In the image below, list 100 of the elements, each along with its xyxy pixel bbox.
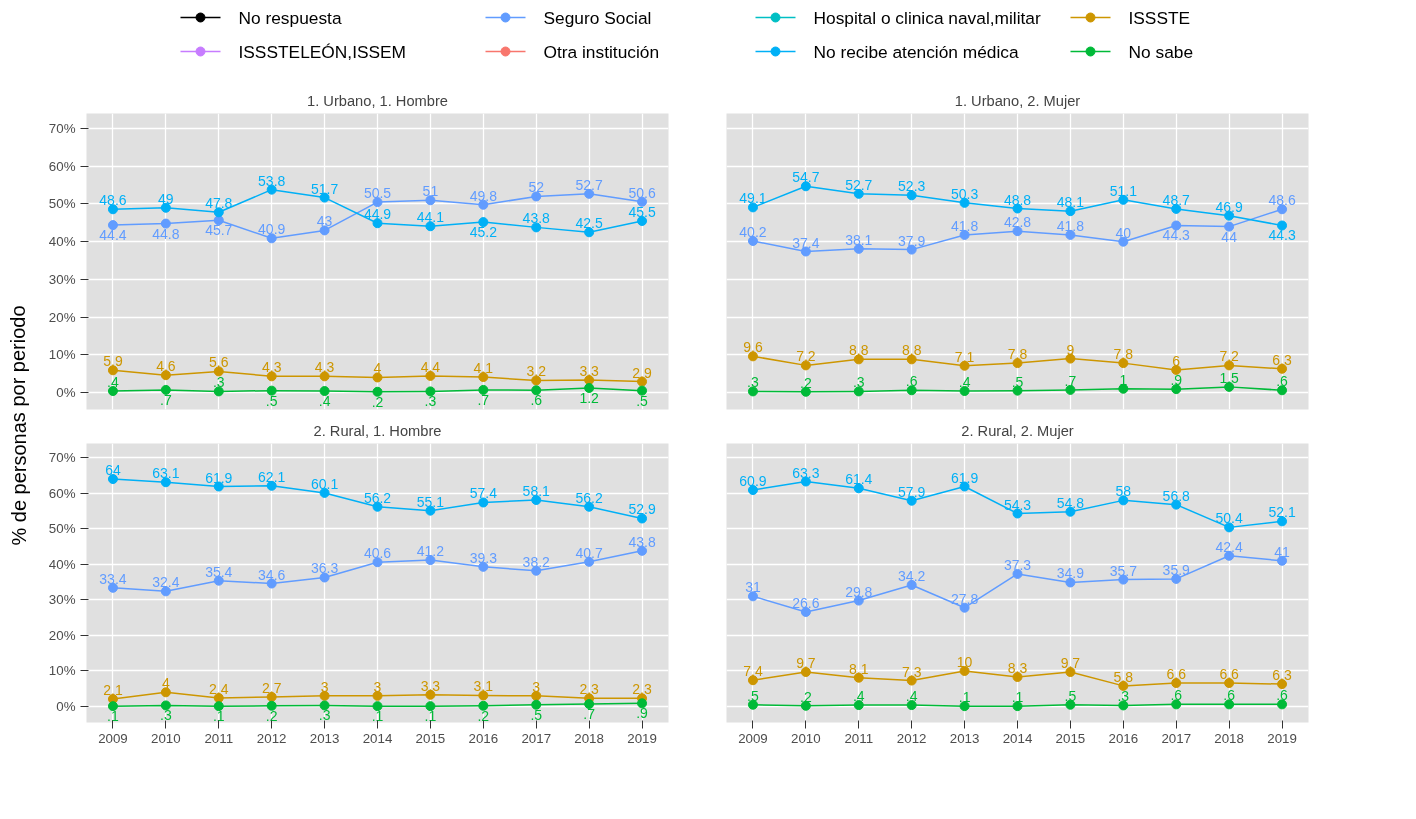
data-label: .1 [107, 708, 120, 725]
x-tick-label: 2012 [896, 730, 927, 746]
data-label: 39.3 [469, 549, 498, 566]
data-label: 4.3 [261, 359, 282, 376]
legend-label: Hospital o clinica naval,militar [813, 7, 1042, 28]
y-tick-label: 50% [48, 196, 76, 212]
data-label: .4 [852, 688, 865, 705]
data-label: 61.9 [205, 469, 233, 486]
y-axis-title: % de personas por periodo [7, 305, 30, 546]
data-label: 51 [422, 183, 439, 200]
data-label: 3.2 [526, 363, 547, 380]
data-label: .1 [1011, 689, 1024, 706]
data-label: 7.4 [743, 663, 763, 680]
data-label: 61.9 [950, 469, 979, 486]
data-label: 54.3 [1003, 496, 1032, 513]
data-label: 3 [320, 678, 329, 695]
data-label: 46.9 [1215, 198, 1243, 215]
data-label: 44.1 [416, 209, 445, 226]
data-label: 52.1 [1268, 504, 1296, 521]
data-label: .2 [371, 393, 384, 410]
data-label: .7 [160, 391, 172, 408]
data-label: .7 [477, 391, 490, 408]
data-label: 31 [745, 579, 761, 596]
data-label: 54.7 [792, 169, 820, 186]
data-label: 2.3 [632, 681, 652, 698]
data-label: 37.9 [898, 232, 926, 249]
data-label: 7.2 [796, 348, 816, 365]
legend-label: Seguro Social [543, 7, 652, 28]
data-label: 37.4 [792, 234, 820, 251]
x-tick-label: 2019 [627, 730, 657, 746]
data-label: 44.4 [99, 227, 127, 244]
data-label: 6.6 [1219, 666, 1240, 683]
data-label: 7.3 [901, 663, 922, 680]
data-label: .1 [371, 708, 384, 725]
data-label: 60.9 [739, 473, 767, 490]
chart-title: 1. Urbano, 1. Hombre [307, 92, 448, 109]
data-label: .7 [583, 706, 596, 723]
legend-label: ISSSTELEÓN,ISSEM [238, 41, 407, 62]
data-label: 5.9 [103, 353, 123, 370]
data-label: 35.9 [1162, 561, 1191, 578]
data-label: .6 [530, 392, 543, 409]
x-tick-label: 2013 [949, 730, 980, 746]
data-label: 4.4 [420, 358, 441, 375]
data-label: .1 [958, 689, 971, 706]
data-label: .5 [530, 706, 543, 723]
data-label: 36.3 [310, 560, 339, 577]
data-label: .6 [1276, 373, 1289, 390]
x-tick-label: 2017 [521, 730, 552, 746]
data-label: 2.7 [261, 679, 282, 696]
chart-title: 2. Rural, 1. Hombre [313, 422, 442, 439]
data-label: 51.7 [310, 180, 339, 197]
data-label: 63.3 [792, 464, 820, 481]
data-label: 2.4 [209, 680, 229, 697]
data-label: 41.8 [950, 217, 979, 234]
data-label: 44.3 [1162, 227, 1191, 244]
data-label: 2.1 [103, 682, 123, 699]
data-label: 58 [1115, 483, 1132, 500]
data-label: 51.1 [1109, 182, 1138, 199]
data-label: 44.3 [1268, 227, 1296, 244]
x-tick-label: 2014 [1002, 730, 1033, 746]
y-tick-label: 30% [48, 271, 76, 287]
data-label: .3 [747, 374, 760, 391]
x-tick-label: 2013 [309, 730, 340, 746]
x-tick-label: 2011 [204, 730, 234, 746]
data-label: 42.4 [1215, 538, 1243, 555]
data-label: 44.9 [363, 206, 392, 223]
data-label: 29.8 [845, 583, 873, 600]
data-label: 43.8 [522, 210, 551, 227]
data-label: 48.6 [99, 192, 127, 209]
data-label: 60.1 [310, 475, 339, 492]
data-label: .4 [905, 688, 918, 705]
y-tick-label: 10% [48, 663, 76, 679]
data-label: .5 [747, 687, 760, 704]
data-label: 35.7 [1109, 562, 1138, 579]
data-label: 9.7 [1060, 655, 1081, 672]
data-label: 38.2 [522, 553, 551, 570]
data-label: 3.3 [579, 363, 600, 380]
data-label: .3 [318, 707, 331, 724]
data-label: 40.9 [258, 221, 286, 238]
data-label: 6 [1172, 352, 1181, 369]
data-label: 52.7 [845, 176, 873, 193]
data-label: 63.1 [152, 465, 180, 482]
data-label: .3 [852, 374, 865, 391]
data-label: 7.2 [1219, 348, 1240, 365]
data-label: 35.4 [205, 563, 233, 580]
data-label: 61.4 [845, 471, 873, 488]
x-tick-label: 2010 [791, 730, 821, 746]
data-label: 48.8 [1003, 191, 1032, 208]
data-label: 10 [956, 653, 973, 670]
x-tick-label: 2016 [468, 730, 499, 746]
data-label: 62.1 [258, 468, 286, 485]
data-label: 4.3 [314, 359, 335, 376]
chart-title: 1. Urbano, 2. Mujer [954, 92, 1081, 109]
data-label: 34.9 [1056, 565, 1085, 582]
data-label: 37.3 [1003, 556, 1032, 573]
data-label: 3 [532, 678, 541, 695]
data-label: 3.1 [473, 678, 494, 695]
data-label: 41.8 [1056, 217, 1085, 234]
data-label: .3 [160, 707, 172, 724]
data-label: 56.2 [363, 489, 392, 506]
